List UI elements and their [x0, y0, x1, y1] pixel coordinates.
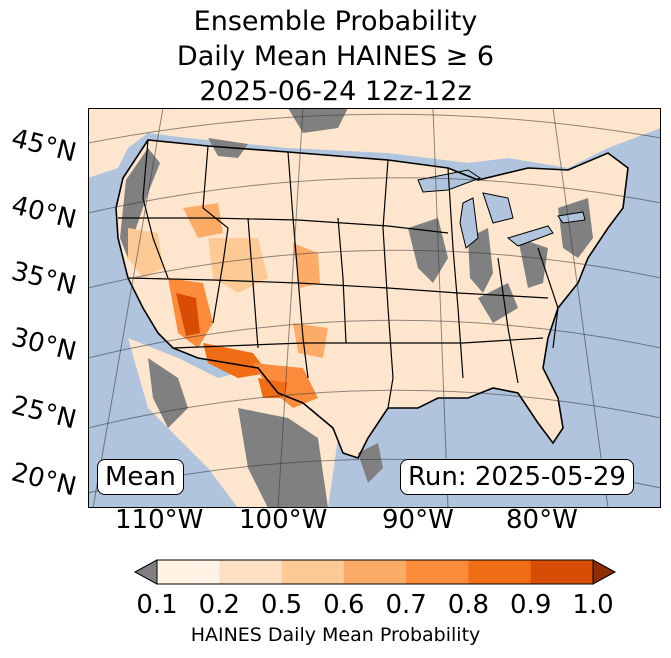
colorbar-segment-5: [468, 560, 532, 584]
colorbar-tick-0: 0.1: [136, 590, 178, 620]
colorbar-segment-1: [219, 560, 283, 584]
lat-label-20: 20°N: [8, 457, 80, 503]
colorbar-tick-2: 0.5: [260, 590, 303, 620]
lat-label-45: 45°N: [8, 123, 80, 169]
colorbar-segment-6: [530, 560, 594, 584]
lat-label-35: 35°N: [8, 256, 80, 302]
title-line-2: Daily Mean HAINES ≥ 6: [176, 41, 495, 72]
lon-label-110: 110°W: [115, 505, 204, 535]
colorbar-under-arrow: [133, 559, 158, 585]
colorbar-tick-3: 0.6: [323, 590, 365, 620]
colorbar-segment-0: [157, 560, 220, 584]
colorbar: [133, 559, 617, 585]
colorbar-tick-7: 1.0: [572, 590, 614, 620]
colorbar-segment-3: [343, 560, 407, 584]
colorbar-tick-5: 0.8: [447, 590, 490, 620]
colorbar-segment-2: [281, 560, 345, 584]
lat-label-40: 40°N: [8, 190, 80, 236]
title-line-1: Ensemble Probability: [193, 6, 478, 37]
lat-label-25: 25°N: [8, 390, 80, 436]
colorbar-tick-6: 0.9: [510, 590, 552, 620]
lon-label-100: 100°W: [239, 505, 328, 535]
map-frame: [88, 108, 661, 508]
state-borders: [118, 139, 559, 409]
probability-map: [88, 108, 661, 508]
lon-label-90: 90°W: [382, 505, 454, 535]
colorbar-frame: [156, 559, 594, 585]
lat-label-30: 30°N: [8, 322, 80, 368]
great-lakes: [417, 169, 586, 249]
title-line-3: 2025-06-24 12z-12z: [199, 76, 472, 107]
lon-label-80: 80°W: [506, 505, 578, 535]
colorbar-segment-4: [406, 560, 469, 584]
colorbar-over-arrow: [592, 559, 617, 585]
run-date-box: Run: 2025-05-29: [400, 459, 634, 495]
country-border: [115, 139, 629, 459]
colorbar-label: HAINES Daily Mean Probability: [190, 624, 481, 646]
colorbar-tick-1: 0.2: [198, 590, 240, 620]
canada-land: [88, 108, 661, 178]
colorbar-tick-4: 0.7: [385, 590, 427, 620]
stat-label-box: Mean: [97, 459, 184, 495]
